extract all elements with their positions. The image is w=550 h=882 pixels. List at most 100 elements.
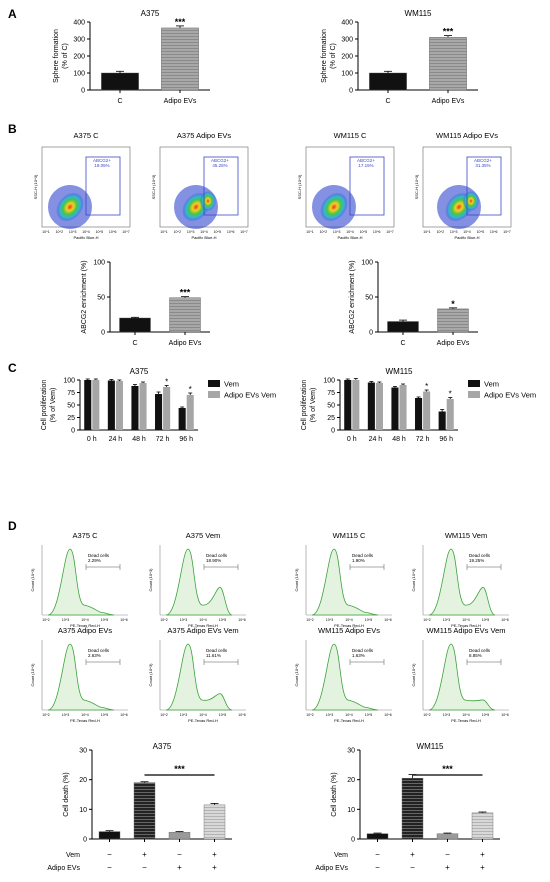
bar <box>375 383 383 430</box>
gate-label: ABCG2+ <box>474 158 492 163</box>
histogram-x-tick-label: 10^2 <box>160 618 168 622</box>
y-tick-label: 0 <box>351 837 355 844</box>
gate-label: Dead cells <box>206 553 228 558</box>
histogram-x-tick-label: 10^2 <box>423 618 431 622</box>
histogram-x-tick-label: 10^3 <box>62 618 70 622</box>
gate-label: Dead cells <box>88 553 110 558</box>
flow-x-label: Pacific Blue-H <box>191 235 216 240</box>
histogram-curve <box>311 548 379 616</box>
flow-x-tick-label: 10^7 <box>386 230 394 234</box>
y-axis-label-line: (% of Vem) <box>50 388 57 423</box>
histogram-y-label: Count (10^3) <box>294 663 299 687</box>
bar <box>423 391 431 430</box>
y-axis-label: ABCG2 enrichment (%) <box>349 260 356 333</box>
histogram-x-tick-label: 10^3 <box>443 713 451 717</box>
gate-value: 11.61% <box>206 653 221 658</box>
x-tick-label: 72 h <box>156 436 170 443</box>
flow-y-label: SSC-H (10^3) <box>33 174 38 199</box>
x-tick-label: 48 h <box>392 436 406 443</box>
bar <box>366 833 389 840</box>
flow-x-tick-label: 10^6 <box>109 230 117 234</box>
histogram-curve <box>165 548 233 616</box>
y-axis-label-line: ABCG2 enrichment (%) <box>349 260 356 333</box>
histogram-x-tick-label: 10^2 <box>160 713 168 717</box>
flow-x-tick-label: 10^3 <box>450 230 458 234</box>
y-axis-label: Cell proliferation (% of Vem) <box>301 380 317 431</box>
flow-panel-title: A375 C <box>73 131 99 140</box>
y-tick-label: 0 <box>71 428 75 435</box>
bar <box>369 72 407 91</box>
flow-x-label: Pacific Blue-H <box>454 235 479 240</box>
y-tick-label: 0 <box>101 330 105 337</box>
flow-y-label: SSC-H (10^3) <box>151 174 156 199</box>
flow-x-tick-label: 10^6 <box>227 230 235 234</box>
y-axis-label: Cell proliferation (% of Vem) <box>41 380 57 431</box>
flow-density-core <box>320 192 348 222</box>
histogram-title: WM115 Adipo EVs Vem <box>426 626 505 635</box>
bar <box>429 37 467 91</box>
panel-label-a: A <box>8 7 17 21</box>
significance-marker: *** <box>174 764 185 774</box>
histogram-x-tick-label: 10^6 <box>238 618 246 622</box>
histogram-x-tick-label: 10^3 <box>326 618 334 622</box>
significance-marker: * <box>451 299 455 309</box>
y-tick-label: 100 <box>361 260 373 267</box>
flow-y-label: SSC-H (10^3) <box>297 174 302 199</box>
chart-b1: 0 50 100 ABCG2 enrichment (%) C Adipo EVs *** <box>81 260 210 347</box>
bar <box>163 387 171 430</box>
y-tick-label: 100 <box>63 378 75 385</box>
condition-value: + <box>142 850 147 859</box>
y-axis-label-line: (% of C) <box>330 43 337 69</box>
bar <box>155 394 163 430</box>
flow-x-tick-label: 10^6 <box>490 230 498 234</box>
gate-value: 31.35% <box>475 163 490 168</box>
histogram-x-tick-label: 10^3 <box>443 618 451 622</box>
bar <box>446 399 454 430</box>
gate-value: 45.25% <box>212 163 227 168</box>
condition-value: + <box>480 850 485 859</box>
flow-x-label: Pacific Blue-H <box>337 235 362 240</box>
histogram-x-tick-label: 10^6 <box>384 713 392 717</box>
bar <box>401 777 424 840</box>
histogram-x-label: PE-Texas Red-H <box>334 623 364 628</box>
flow-x-tick-label: 10^4 <box>82 230 90 234</box>
histogram-title: A375 Vem <box>186 531 221 540</box>
bar <box>471 812 494 840</box>
y-tick-label: 300 <box>73 37 85 44</box>
histogram-x-tick-label: 10^6 <box>120 618 128 622</box>
histogram-x-tick-label: 10^6 <box>120 713 128 717</box>
gate-value: 1.63% <box>352 653 365 658</box>
bar <box>139 383 147 430</box>
x-tick-label: C <box>132 340 137 347</box>
gate-value: 17.15% <box>358 163 373 168</box>
chart-title: WM115 <box>405 9 433 18</box>
histogram-curve <box>428 548 496 616</box>
legend-label: Vem <box>484 380 499 389</box>
x-tick-label: 48 h <box>132 436 146 443</box>
condition-value: + <box>212 863 217 872</box>
histogram-x-tick-label: 10^4 <box>462 618 470 622</box>
histogram-x-tick-label: 10^4 <box>81 713 89 717</box>
flow-x-tick-label: 10^3 <box>187 230 195 234</box>
abcg2-gate <box>203 156 239 216</box>
y-tick-label: 200 <box>341 54 353 61</box>
histogram-y-label: Count (10^3) <box>294 568 299 592</box>
gate-value: 2.29% <box>88 558 101 563</box>
legend-label: Vem <box>224 380 239 389</box>
flow-x-tick-label: 10^3 <box>69 230 77 234</box>
gate-value: 18.90% <box>206 558 221 563</box>
flow-panel: WM115 C ABCG2+17.15% 10^1 10^2 10^3 10^4 10^5 1… <box>297 131 395 240</box>
y-tick-label: 50 <box>365 295 373 302</box>
bar <box>437 308 469 333</box>
x-tick-label: 0 h <box>87 436 97 443</box>
histogram-x-tick-label: 10^5 <box>101 618 109 622</box>
histogram-curve <box>428 643 496 711</box>
y-tick-label: 400 <box>341 20 353 27</box>
histogram-title: A375 C <box>72 531 98 540</box>
x-tick-label: C <box>117 98 122 105</box>
y-axis-label-line: Cell death (%) <box>63 772 70 816</box>
